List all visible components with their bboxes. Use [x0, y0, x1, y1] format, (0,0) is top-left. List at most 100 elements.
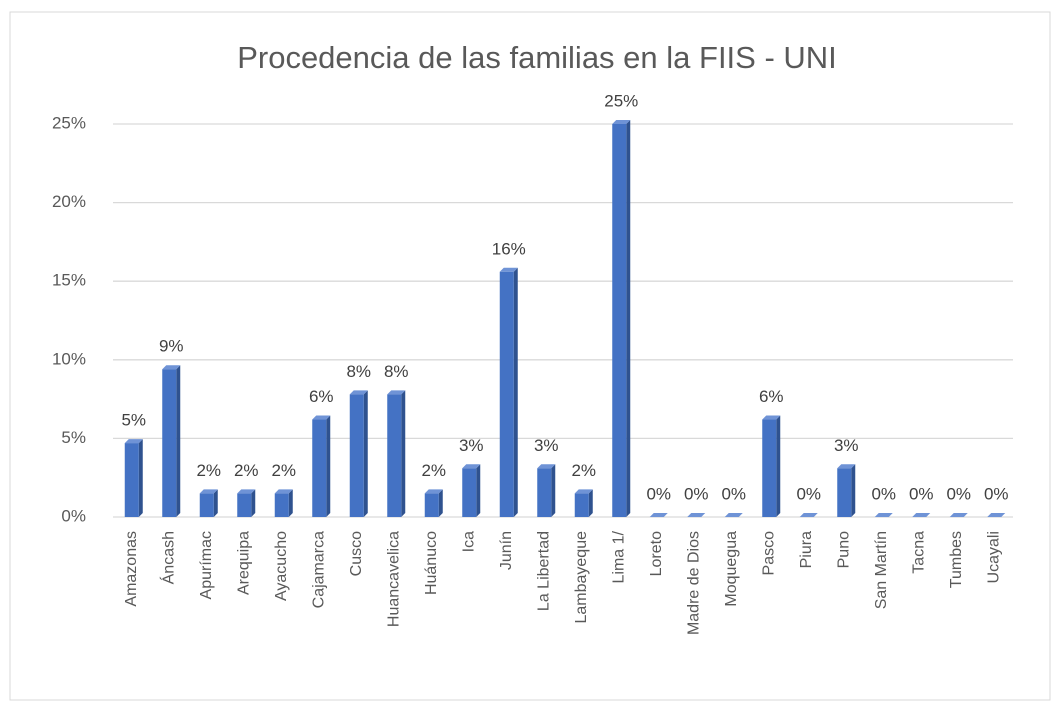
- x-tick-label: Lambayeque: [573, 531, 590, 624]
- bar-face: [326, 415, 331, 517]
- bar-face: [987, 513, 1006, 517]
- bar: [237, 489, 256, 517]
- value-label: 2%: [271, 461, 296, 480]
- bar-face: [274, 493, 289, 517]
- x-tick-label: Ayacucho: [273, 531, 290, 601]
- bar-face: [462, 464, 481, 469]
- bar: [349, 390, 368, 517]
- bar: [799, 513, 818, 518]
- bar-face: [612, 124, 627, 517]
- x-tick-label: Huancavelica: [385, 531, 402, 627]
- value-label: 2%: [421, 461, 446, 480]
- y-tick-label: 5%: [61, 428, 86, 447]
- bar: [499, 267, 518, 517]
- bar-face: [799, 513, 818, 517]
- bar: [199, 489, 218, 517]
- y-tick-label: 10%: [52, 349, 86, 368]
- bar-face: [387, 390, 406, 395]
- value-label: 3%: [459, 436, 484, 455]
- value-label: 0%: [684, 484, 709, 503]
- x-tick-label: Huánuco: [423, 531, 440, 595]
- bar-face: [251, 489, 256, 517]
- value-label: 0%: [946, 484, 971, 503]
- bar-face: [162, 369, 177, 517]
- x-tick-label: Ucayali: [985, 531, 1002, 583]
- y-tick-label: 20%: [52, 192, 86, 211]
- bar-face: [424, 493, 439, 517]
- bar-face: [199, 489, 218, 494]
- bar-face: [138, 439, 143, 517]
- x-tick-label: Lima 1/: [610, 530, 627, 583]
- y-tick-label: 25%: [52, 113, 86, 132]
- bar: [874, 513, 893, 518]
- bar-face: [687, 513, 706, 517]
- value-label: 3%: [534, 436, 559, 455]
- bar: [424, 489, 443, 517]
- value-label: 0%: [646, 484, 671, 503]
- x-tick-label: Loreto: [648, 531, 665, 576]
- x-tick-label: Moquegua: [723, 531, 740, 607]
- x-tick-label: Junín: [498, 531, 515, 570]
- bar-face: [837, 468, 852, 517]
- bar: [612, 120, 631, 517]
- bar: [724, 513, 743, 518]
- bar-face: [363, 390, 368, 517]
- x-tick-label: Pasco: [760, 531, 777, 576]
- bar: [274, 489, 293, 517]
- bar-face: [499, 267, 518, 272]
- x-tick-label: Cusco: [348, 531, 365, 576]
- bar: [162, 365, 181, 517]
- x-tick-label: Arequipa: [235, 531, 252, 595]
- chart-title: Procedencia de las familias en la FIIS -…: [237, 40, 837, 75]
- value-label: 2%: [234, 461, 259, 480]
- value-label: 6%: [309, 387, 334, 406]
- x-tick-label: Cajamarca: [310, 531, 327, 608]
- bar-face: [462, 468, 477, 517]
- bar-face: [312, 419, 327, 517]
- bar-face: [438, 489, 443, 517]
- bar-face: [499, 271, 514, 517]
- x-tick-label: La Libertad: [535, 531, 552, 611]
- value-label: 6%: [759, 387, 784, 406]
- bar-face: [349, 394, 364, 517]
- bar: [837, 464, 856, 517]
- value-label: 25%: [604, 91, 638, 110]
- x-tick-label: Madre de Dios: [685, 531, 702, 635]
- value-label: 0%: [721, 484, 746, 503]
- bar: [124, 439, 143, 517]
- bar-face: [237, 489, 256, 494]
- bar-face: [537, 464, 556, 469]
- value-label: 2%: [196, 461, 221, 480]
- bar-face: [199, 493, 214, 517]
- bar-face: [912, 513, 931, 517]
- bar-face: [574, 489, 593, 494]
- bar-face: [349, 390, 368, 395]
- bar-face: [213, 489, 218, 517]
- bar-face: [949, 513, 968, 517]
- value-label: 16%: [492, 239, 526, 258]
- bar-face: [851, 464, 856, 517]
- value-label: 0%: [909, 484, 934, 503]
- x-tick-label: Puno: [835, 531, 852, 568]
- bar-face: [274, 489, 293, 494]
- value-label: 5%: [121, 411, 146, 430]
- bar-face: [574, 493, 589, 517]
- y-tick-label: 0%: [61, 506, 86, 525]
- x-tick-label: San Martín: [873, 531, 890, 609]
- value-label: 3%: [834, 436, 859, 455]
- bar-face: [626, 120, 631, 517]
- bar: [537, 464, 556, 517]
- bar-face: [724, 513, 743, 517]
- bar-face: [776, 415, 781, 517]
- bar-face: [312, 415, 331, 420]
- bar-face: [387, 394, 402, 517]
- bar-face: [588, 489, 593, 517]
- bar-face: [162, 365, 181, 370]
- bar-face: [288, 489, 293, 517]
- bar: [312, 415, 331, 517]
- x-tick-label: Tacna: [910, 531, 927, 574]
- bar: [912, 513, 931, 518]
- bar-face: [124, 439, 143, 444]
- bar-face: [124, 443, 139, 517]
